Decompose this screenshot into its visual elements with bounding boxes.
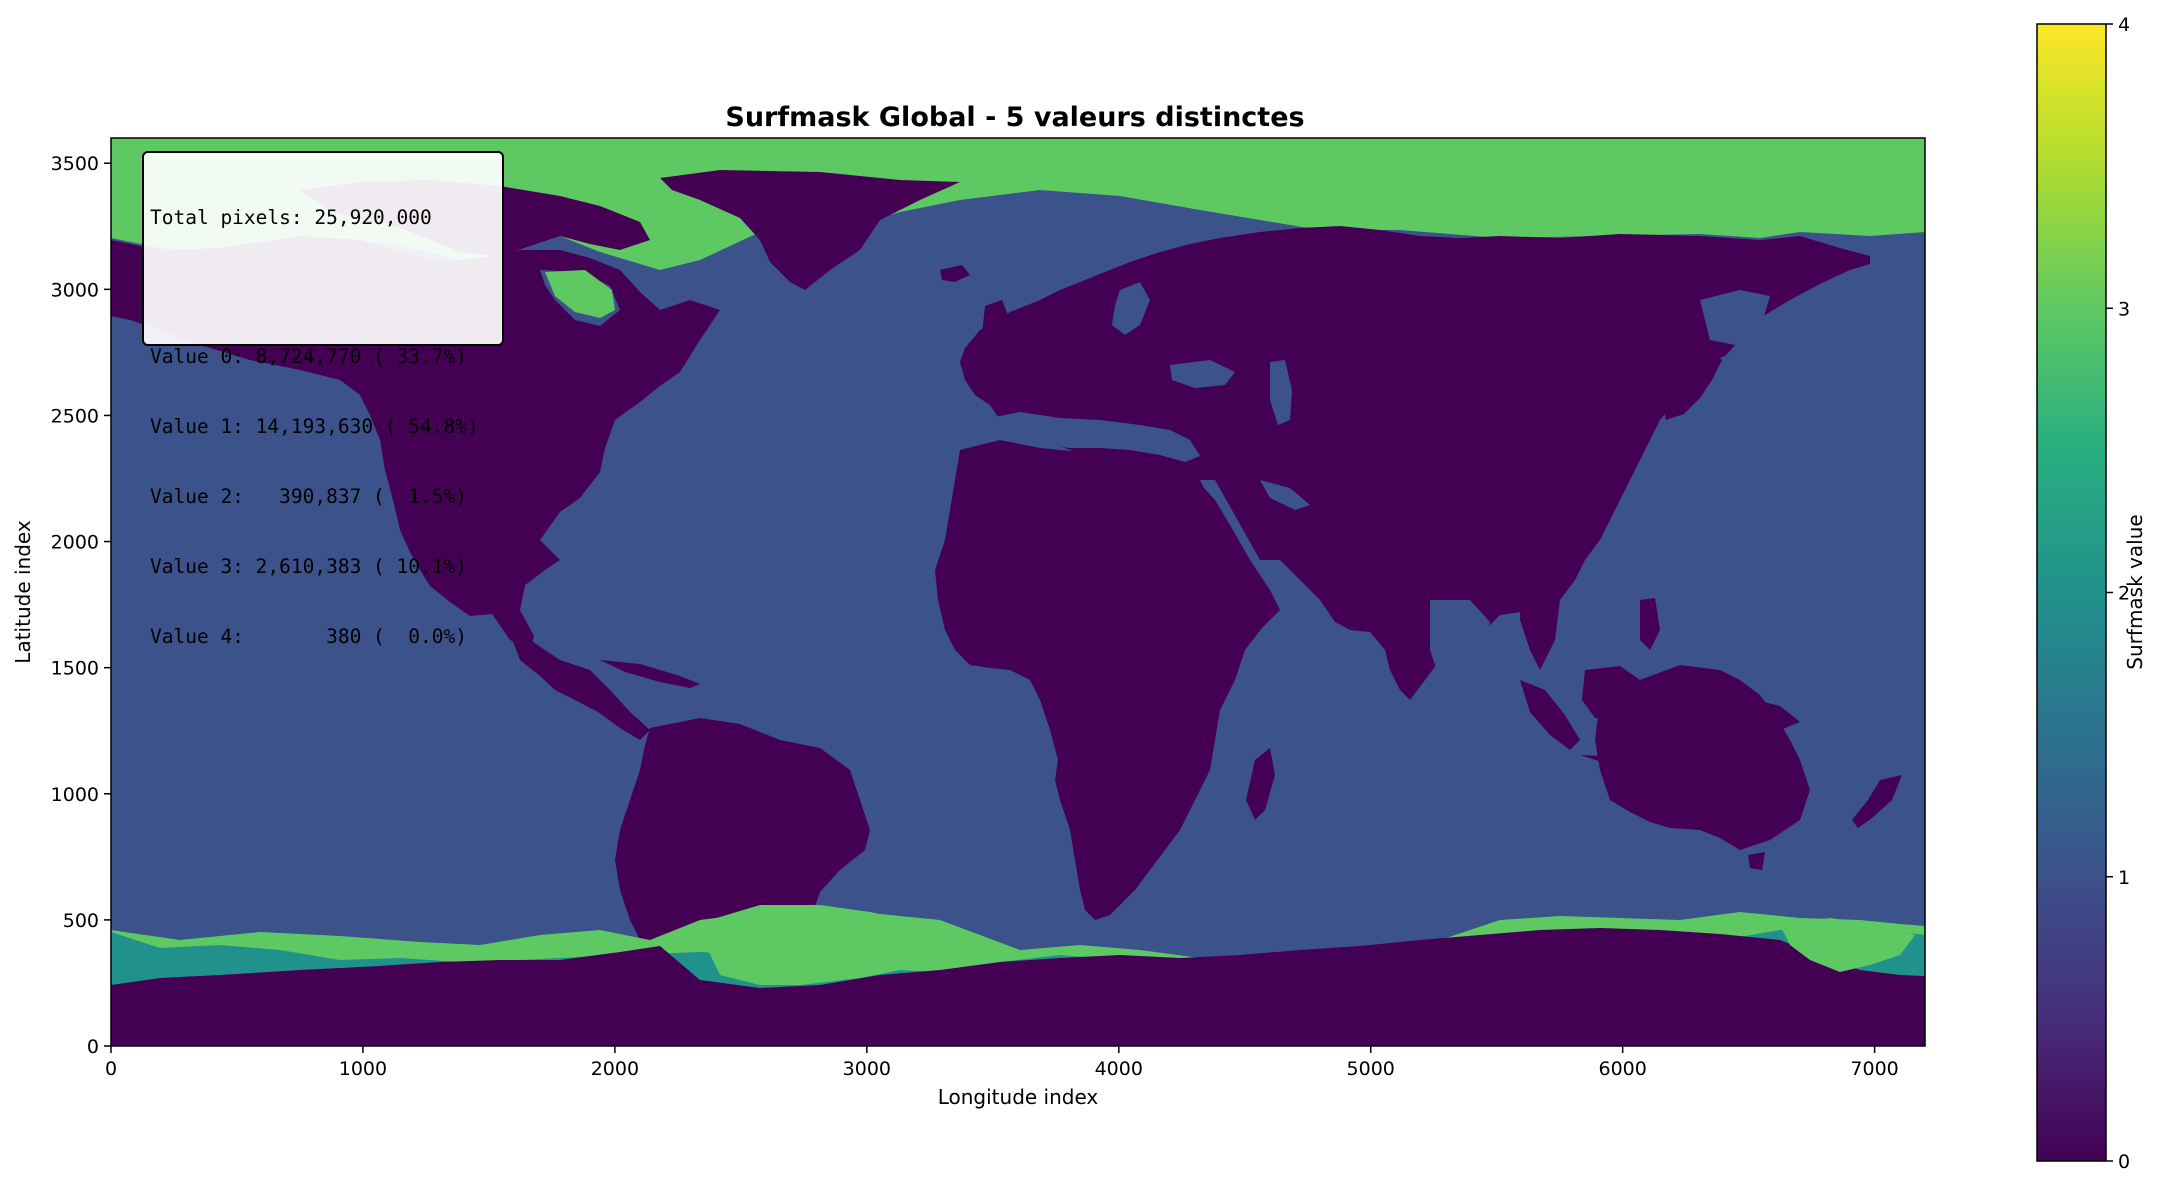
y-tick-label: 3000	[51, 279, 99, 301]
y-tick-label: 1000	[51, 784, 99, 806]
colorbar	[2036, 23, 2107, 1162]
baltic-sea	[1112, 282, 1150, 335]
stat-value-2: Value 2: 390,837 ( 1.5%)	[150, 485, 467, 509]
weddell-ice	[708, 905, 920, 985]
japan	[1660, 350, 1722, 420]
africa	[935, 440, 1280, 920]
y-tick-label: 2500	[51, 405, 99, 427]
antarctica	[111, 928, 1925, 1046]
stat-value-1: Value 1: 14,193,630 ( 54.8%)	[150, 415, 479, 439]
stats-box: Total pixels: 25,920,000 Value 0: 8,724,…	[142, 151, 504, 648]
y-tick-label: 0	[87, 1036, 99, 1058]
stat-value-3: Value 3: 2,610,383 ( 10.1%)	[150, 555, 467, 579]
tasmania	[1748, 852, 1765, 870]
y-tick-label: 3500	[51, 153, 99, 175]
black-sea	[1170, 360, 1235, 388]
sea-of-okhotsk	[1700, 290, 1770, 345]
total-pixels-text: Total pixels: 25,920,000	[150, 205, 432, 229]
x-tick-label: 3000	[843, 1058, 891, 1080]
stat-value-4: Value 4: 380 ( 0.0%)	[150, 624, 467, 648]
ross-ice	[1780, 918, 1915, 972]
x-tick-label: 6000	[1598, 1058, 1646, 1080]
y-axis-label: Latitude index	[11, 520, 35, 664]
cuba	[600, 660, 700, 688]
mediterranean	[980, 412, 1200, 462]
great-britain	[982, 300, 1010, 350]
y-ticks: 0 500 1000 1500 2000 2500 3000 3500	[51, 153, 111, 1058]
x-tick-label: 1000	[339, 1058, 387, 1080]
colorbar-tick-label: 1	[2118, 867, 2130, 889]
y-tick-label: 500	[63, 910, 99, 932]
x-tick-label: 4000	[1095, 1058, 1143, 1080]
persian-gulf	[1260, 480, 1310, 510]
philippines	[1640, 598, 1660, 650]
greenland	[660, 170, 960, 290]
plot-frame	[110, 137, 1926, 1047]
colorbar-label: Surfmask value	[2123, 514, 2147, 669]
colorbar-tick-label: 0	[2118, 1151, 2130, 1173]
x-tick-label: 2000	[591, 1058, 639, 1080]
stat-value-0: Value 0: 8,724,770 ( 33.7%)	[150, 345, 467, 369]
new-zealand	[1852, 775, 1902, 828]
x-tick-label: 0	[105, 1058, 117, 1080]
stats-spacer	[150, 275, 496, 298]
x-ticks: 0 1000 2000 3000 4000 5000 6000 7000	[105, 1046, 1899, 1080]
caspian-sea	[1270, 360, 1292, 425]
eurasia	[960, 226, 1870, 700]
chart-title: Surfmask Global - 5 valeurs distinctes	[725, 102, 1304, 133]
x-tick-label: 7000	[1850, 1058, 1898, 1080]
colorbar-tick-label: 4	[2118, 14, 2130, 36]
hudson-ice	[545, 270, 615, 318]
australia	[1595, 665, 1810, 850]
x-tick-label: 5000	[1347, 1058, 1395, 1080]
bay-of-bengal	[1430, 600, 1490, 680]
central-america	[505, 620, 650, 740]
colorbar-tick-label: 2	[2118, 583, 2130, 605]
colorbar-tick-label: 3	[2118, 298, 2130, 320]
x-axis-label: Longitude index	[938, 1085, 1099, 1109]
indochina	[1520, 560, 1560, 670]
sumatra	[1520, 680, 1580, 750]
colorbar-ticks: 0 1 2 3 4	[2106, 14, 2130, 1173]
iceland	[940, 265, 970, 282]
madagascar	[1246, 748, 1275, 820]
y-tick-label: 1500	[51, 658, 99, 680]
y-tick-label: 2000	[51, 532, 99, 554]
